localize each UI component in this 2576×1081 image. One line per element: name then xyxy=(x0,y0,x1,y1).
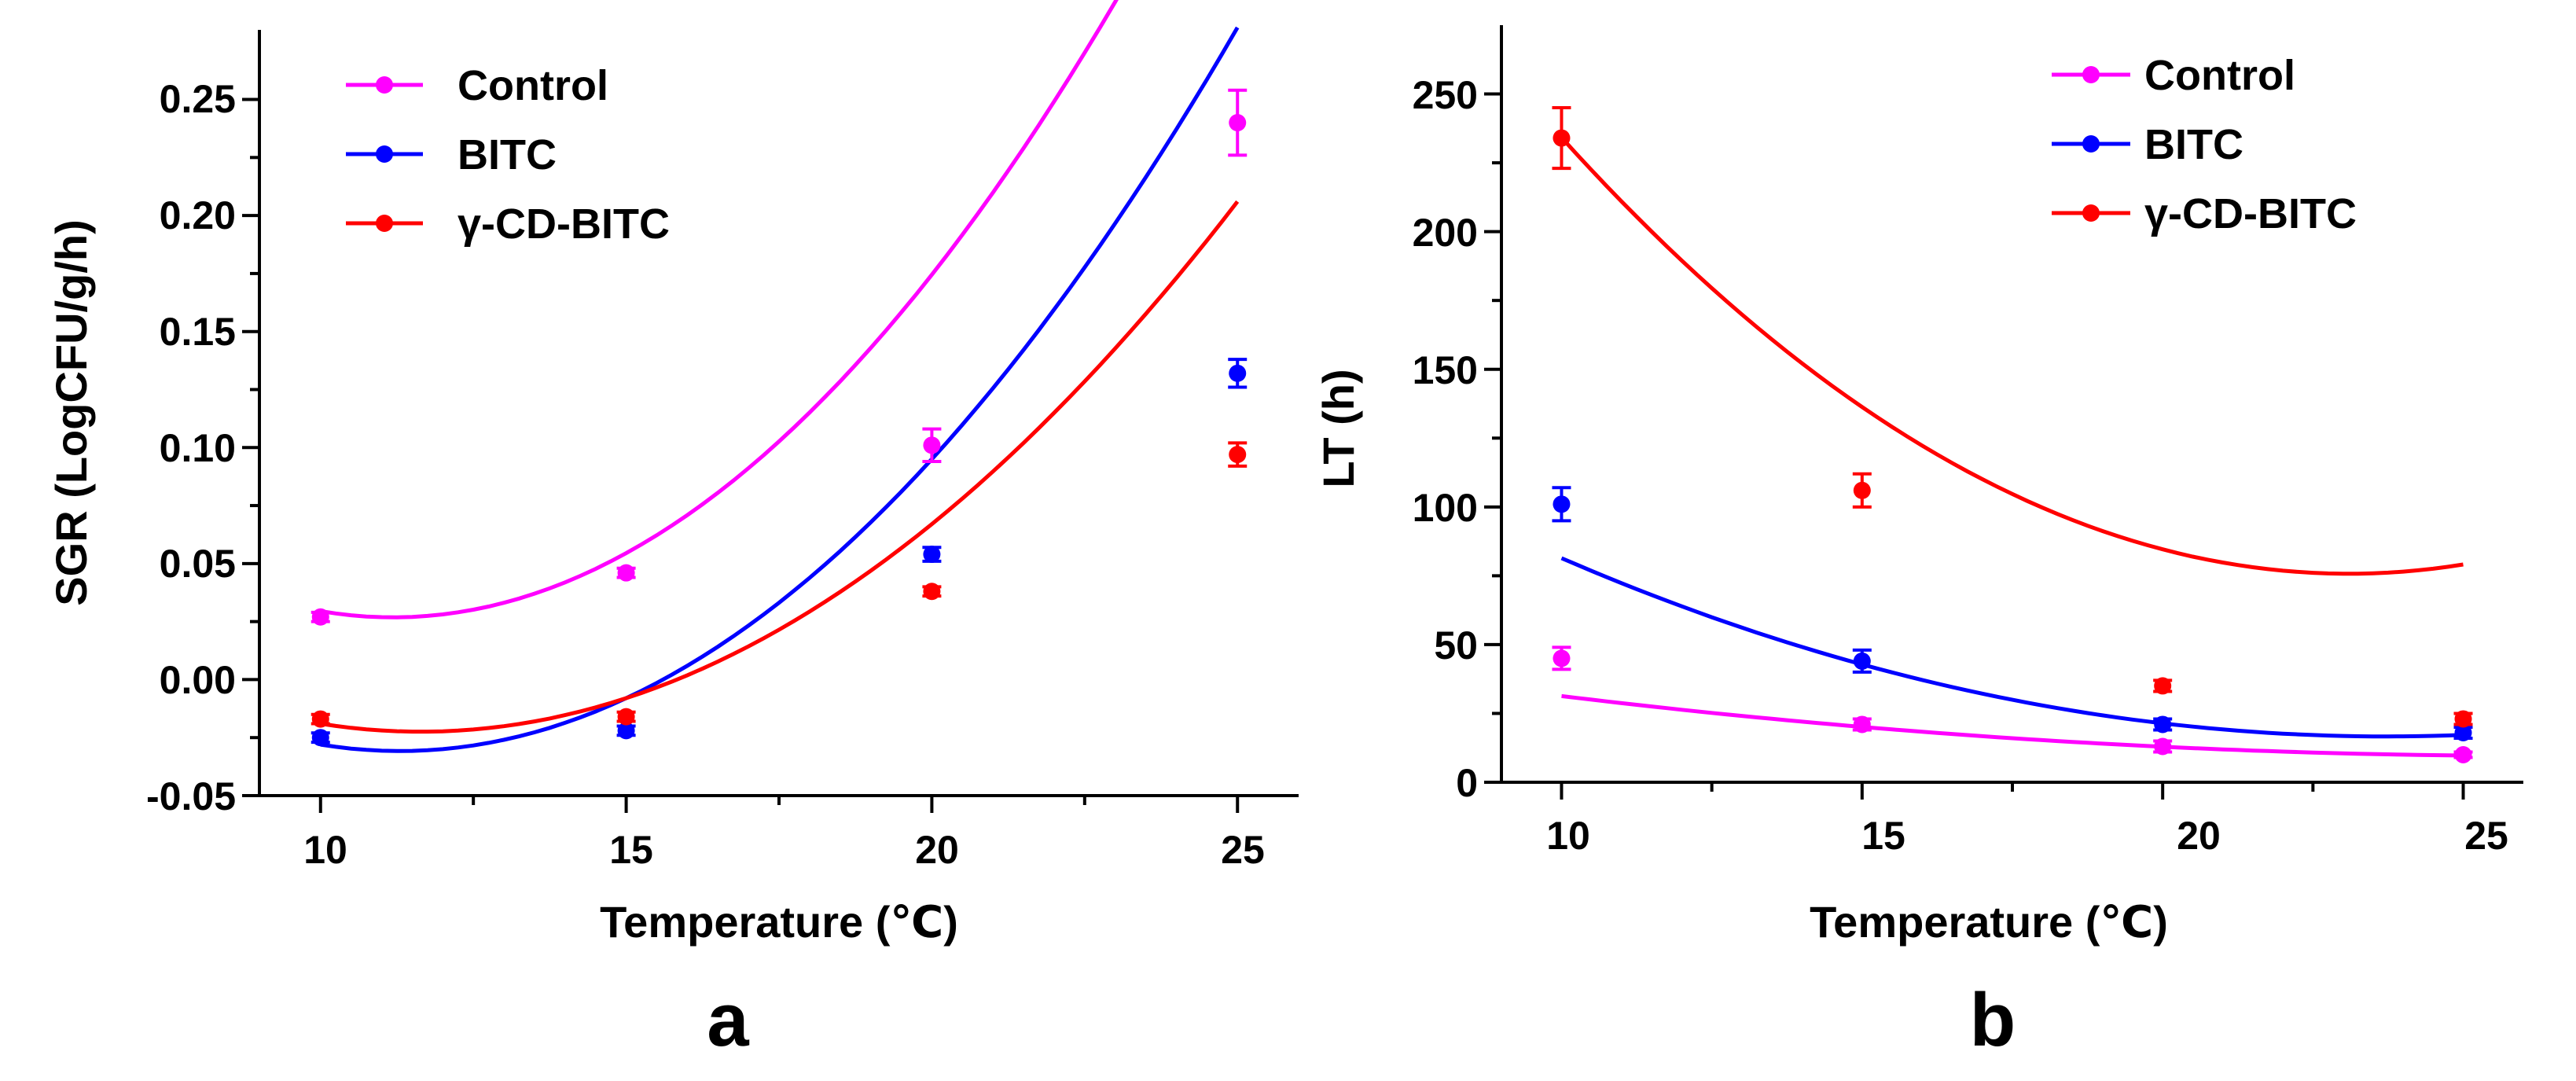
data-point-cd-bitc xyxy=(1853,481,1871,499)
panel-a-y-tick-label: 0.20 xyxy=(160,193,236,237)
legend-swatch-marker xyxy=(376,76,393,94)
panel-b-y-tick-label: 250 xyxy=(1413,73,1478,117)
data-point-control xyxy=(2454,745,2472,763)
panel-b-data-points xyxy=(1552,106,2473,763)
panel-b-y-tick-label: 50 xyxy=(1434,623,1478,667)
data-point-cd-bitc xyxy=(617,708,635,726)
panel-b-x-tick-label: 25 xyxy=(2464,814,2508,858)
data-point-bitc xyxy=(2154,715,2172,734)
data-point-control xyxy=(1853,715,1871,734)
legend-swatch-marker xyxy=(2082,204,2100,222)
panel-a-y-tick-label: 0.25 xyxy=(160,77,236,121)
panel-b-x-tick-label: 15 xyxy=(1861,814,1905,858)
legend-label: BITC xyxy=(2144,121,2243,168)
legend-label: γ-CD-BITC xyxy=(458,200,670,248)
data-point-control xyxy=(311,608,329,626)
legend-swatch-marker xyxy=(376,145,393,163)
legend-swatch-marker xyxy=(2082,135,2100,153)
panel-b-y-tick-label: 200 xyxy=(1413,211,1478,255)
data-point-cd-bitc xyxy=(1229,446,1247,464)
panel-a-y-tick-label: -0.05 xyxy=(146,774,236,818)
panel-a-fit-curves xyxy=(320,0,1240,753)
fit-curve-control xyxy=(320,0,1119,620)
panel-b-y-tick-label: 0 xyxy=(1456,761,1478,805)
panel-b-x-tick-label: 10 xyxy=(1546,814,1590,858)
panel-b-x-axis-title: Temperature (℃) xyxy=(1810,897,2168,947)
panel-b-x-tick-label: 20 xyxy=(2177,814,2221,858)
legend-label: BITC xyxy=(458,131,557,178)
data-point-bitc xyxy=(1853,652,1871,670)
data-point-bitc xyxy=(2454,723,2472,741)
fit-curve-bitc xyxy=(320,26,1240,753)
data-point-cd-bitc xyxy=(1553,129,1571,147)
data-point-cd-bitc xyxy=(923,583,941,601)
data-point-cd-bitc xyxy=(2154,677,2172,695)
legend-swatch-marker xyxy=(2082,66,2100,83)
data-point-control xyxy=(1553,649,1571,667)
data-point-bitc xyxy=(1553,495,1571,513)
fit-curve-bitc xyxy=(1560,556,2464,739)
legend-label: Control xyxy=(2144,52,2295,99)
fit-curve-control xyxy=(1561,693,2464,758)
data-point-cd-bitc xyxy=(311,710,329,728)
panel-a-y-tick-label: 0.05 xyxy=(160,542,236,586)
panel-a-letter: a xyxy=(707,978,749,1062)
panel-b-chart: 10 15 20 25 0 50 100 150 200 250 Tempera… xyxy=(1314,25,2523,1062)
data-point-control xyxy=(617,564,635,582)
panel-a-x-axis-title: Temperature (℃) xyxy=(600,897,958,947)
panel-a-y-axis-title: SGR (LogCFU/g/h) xyxy=(46,219,96,605)
data-point-bitc xyxy=(923,546,941,564)
data-point-control xyxy=(923,436,941,454)
legend-swatch-marker xyxy=(376,215,393,232)
panel-a-data-points xyxy=(311,88,1248,747)
panel-a-y-tick-label: 0.00 xyxy=(160,658,236,702)
panel-a-x-tick-label: 25 xyxy=(1221,828,1265,872)
panel-b-axis-ticks xyxy=(1484,92,2465,800)
panel-a-chart: 10 15 20 25 -0.05 0.00 0.05 0.10 0.15 0.… xyxy=(46,0,1299,1062)
panel-b-legend: Control BITC γ-CD-BITC xyxy=(2052,52,2357,237)
data-point-bitc xyxy=(1229,364,1247,382)
panel-a-x-tick-label: 15 xyxy=(609,828,653,872)
data-point-bitc xyxy=(311,729,329,747)
panel-a-axis-ticks xyxy=(242,97,1240,813)
panel-a-y-tick-label: 0.15 xyxy=(160,310,236,354)
panel-a-legend: Control BITC γ-CD-BITC xyxy=(346,62,670,248)
legend-label: γ-CD-BITC xyxy=(2144,190,2357,237)
data-point-cd-bitc xyxy=(2454,710,2472,728)
data-point-control xyxy=(1229,114,1247,132)
data-point-bitc xyxy=(617,722,635,740)
panel-b-letter: b xyxy=(1970,978,2016,1062)
panel-b-y-axis-title: LT (h) xyxy=(1314,369,1363,487)
fit-curve-cd-bitc xyxy=(320,200,1240,734)
panel-b-fit-curves xyxy=(1560,136,2464,758)
panel-b-y-tick-label: 100 xyxy=(1413,486,1478,530)
fit-curve-cd-bitc xyxy=(1560,136,2464,576)
panel-a-y-tick-label: 0.10 xyxy=(160,426,236,470)
data-point-control xyxy=(2154,737,2172,756)
legend-label: Control xyxy=(458,62,608,109)
panel-b-y-tick-label: 150 xyxy=(1413,348,1478,392)
panel-a-x-tick-label: 20 xyxy=(915,828,959,872)
panel-a-x-tick-label: 10 xyxy=(303,828,347,872)
